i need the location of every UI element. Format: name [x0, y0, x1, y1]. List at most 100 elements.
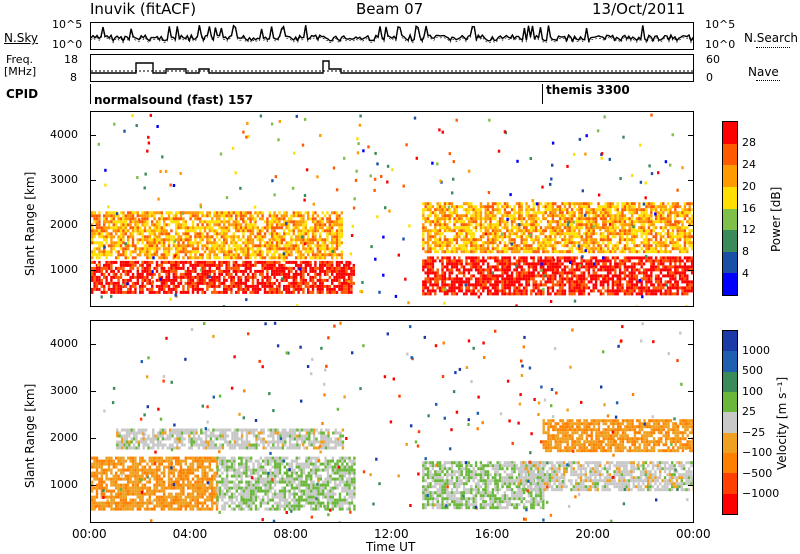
heatmap-cell — [227, 284, 231, 288]
heatmap-cell — [525, 211, 528, 215]
heatmap-cell — [633, 205, 636, 209]
heatmap-cell — [525, 286, 528, 290]
heatmap-cell — [520, 214, 523, 218]
heatmap-cell — [611, 265, 615, 269]
heatmap-cell — [539, 232, 543, 236]
heatmap-cell — [153, 223, 156, 227]
heatmap-cell — [450, 247, 454, 251]
heatmap-cell — [578, 268, 581, 272]
heatmap-cell — [592, 250, 595, 254]
heatmap-cell — [676, 214, 679, 218]
heatmap-cell — [175, 238, 178, 242]
heatmap-cell — [602, 265, 605, 269]
heatmap-cell — [662, 262, 665, 266]
heatmap-cell — [585, 247, 588, 251]
heatmap-cell — [616, 286, 619, 290]
heatmap-cell — [199, 220, 202, 224]
heatmap-cell — [112, 235, 115, 239]
heatmap-cell — [321, 263, 324, 267]
heatmap-cell — [338, 272, 341, 276]
heatmap-cell — [280, 214, 283, 218]
heatmap-cell — [256, 250, 259, 254]
heatmap-cell — [602, 274, 605, 278]
heatmap-cell — [163, 287, 166, 291]
heatmap-cell — [232, 260, 235, 264]
heatmap-cell — [664, 208, 667, 212]
heatmap-cell — [618, 235, 622, 239]
heatmap-cell — [590, 277, 593, 281]
heatmap-cell — [261, 235, 264, 239]
heatmap-cell — [259, 269, 262, 273]
heatmap-cell — [91, 211, 94, 215]
heatmap-cell — [251, 281, 255, 285]
heatmap-cell — [129, 235, 132, 239]
heatmap-cell — [340, 241, 343, 245]
heatmap-cell — [537, 283, 540, 287]
heatmap-cell — [165, 275, 168, 279]
heatmap-cell — [527, 277, 531, 281]
heatmap-cell — [227, 214, 231, 218]
heatmap-cell — [199, 232, 202, 236]
heatmap-cell — [657, 220, 660, 224]
heatmap-cell — [515, 259, 519, 263]
heatmap-cell — [167, 235, 171, 239]
heatmap-cell — [203, 229, 207, 233]
colorbar-segment — [723, 186, 737, 209]
heatmap-cell — [181, 212, 184, 216]
heatmap-cell — [534, 214, 538, 218]
heatmap-cell — [578, 232, 581, 236]
heatmap-cell — [117, 290, 120, 294]
heatmap-cell — [151, 260, 154, 264]
heatmap-cell — [674, 208, 677, 212]
heatmap-cell — [268, 256, 271, 260]
heatmap-cell — [93, 287, 96, 291]
heatmap-cell — [448, 241, 451, 245]
heatmap-cell — [570, 235, 574, 239]
heatmap-cell — [681, 166, 684, 170]
heatmap-cell — [283, 229, 286, 233]
heatmap-cell — [206, 287, 209, 291]
heatmap-cell — [568, 223, 571, 227]
heatmap-cell — [304, 281, 307, 285]
heatmap-cell — [155, 225, 158, 229]
heatmap-cell — [103, 238, 106, 242]
heatmap-cell — [616, 217, 619, 221]
heatmap-cell — [350, 281, 353, 285]
heatmap-cell — [657, 259, 660, 263]
heatmap-cell — [349, 252, 352, 256]
heatmap-cell — [676, 280, 679, 284]
heatmap-cell — [645, 208, 648, 212]
heatmap-cell — [215, 211, 219, 215]
heatmap-cell — [144, 172, 147, 176]
heatmap-cell — [628, 292, 631, 296]
heatmap-cell — [662, 205, 665, 209]
heatmap-cell — [532, 247, 535, 251]
heatmap-cell — [556, 289, 559, 293]
heatmap-cell — [295, 235, 298, 239]
heatmap-cell — [194, 281, 197, 285]
colorbar-segment — [723, 230, 737, 252]
heatmap-cell — [676, 259, 679, 263]
heatmap-cell — [472, 292, 475, 296]
heatmap-cell — [119, 241, 123, 245]
heatmap-cell — [441, 211, 444, 215]
heatmap-cell — [295, 211, 298, 215]
heatmap-cell — [458, 286, 461, 290]
heatmap-cell — [669, 232, 672, 236]
heatmap-cell — [496, 250, 499, 254]
heatmap-cell — [590, 202, 593, 206]
heatmap-cell — [95, 220, 99, 224]
heatmap-cell — [208, 275, 211, 279]
heatmap-cell — [558, 250, 562, 254]
heatmap-cell — [568, 247, 571, 251]
heatmap-cell — [278, 238, 281, 242]
heatmap-cell — [105, 269, 108, 273]
heatmap-cell — [311, 232, 315, 236]
heatmap-cell — [467, 232, 471, 236]
heatmap-cell — [683, 241, 687, 245]
heatmap-cell — [532, 229, 535, 233]
heatmap-cell — [103, 226, 106, 230]
heatmap-cell — [494, 286, 497, 290]
heatmap-cell — [441, 208, 444, 212]
heatmap-cell — [304, 211, 307, 215]
